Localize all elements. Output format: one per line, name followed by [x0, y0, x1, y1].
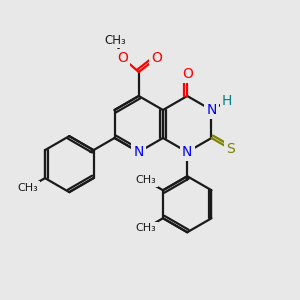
Text: O: O — [151, 51, 162, 65]
Text: N: N — [206, 103, 217, 117]
Text: N: N — [182, 145, 192, 159]
Text: O: O — [117, 51, 128, 65]
Text: CH₃: CH₃ — [135, 223, 156, 233]
Text: N: N — [134, 145, 144, 159]
Text: CH₃: CH₃ — [135, 175, 156, 185]
Text: CH₃: CH₃ — [104, 34, 126, 46]
Text: S: S — [226, 142, 235, 156]
Text: O: O — [182, 67, 193, 81]
Text: CH₃: CH₃ — [17, 183, 38, 193]
Text: H: H — [222, 94, 232, 108]
